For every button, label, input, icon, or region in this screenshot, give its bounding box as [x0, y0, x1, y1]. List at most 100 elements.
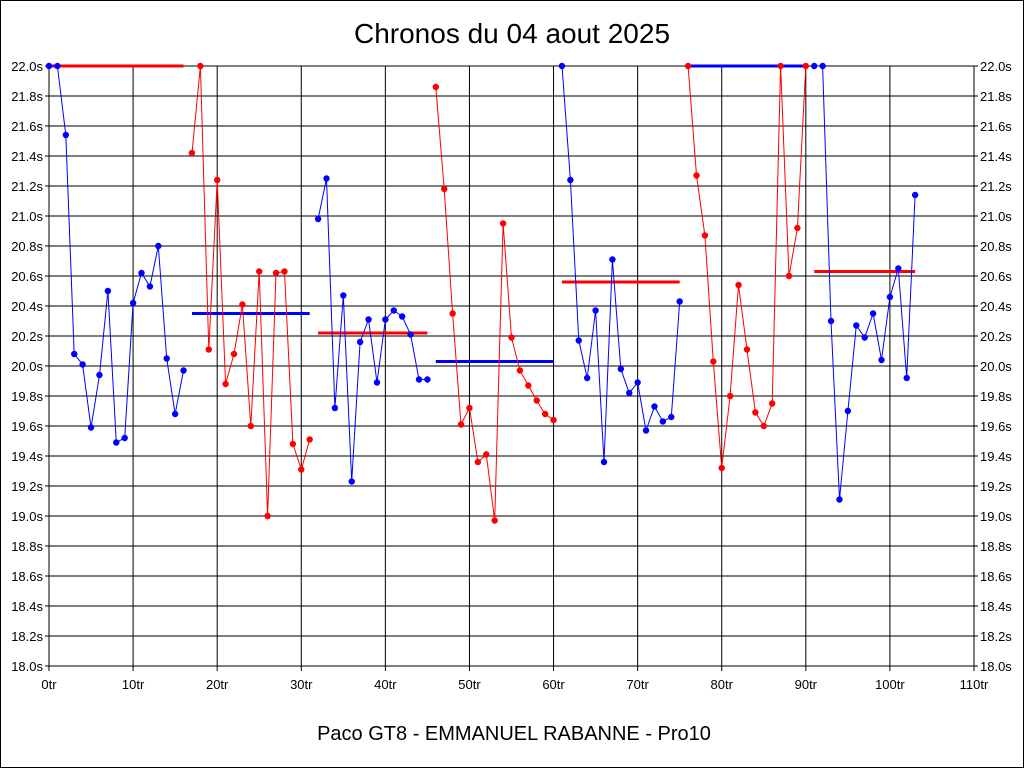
data-point: [390, 307, 397, 314]
y-tick-label-right: 21.0s: [980, 209, 1012, 224]
x-tick-label: 70tr: [626, 677, 649, 692]
data-point: [197, 62, 204, 70]
data-point: [895, 265, 902, 272]
data-point: [146, 283, 154, 290]
data-point: [180, 367, 187, 374]
tick-labels: 18.0s 18.0s 18.2s 18.2s 18.4s 18.4s 18.6s 18.6s…: [11, 59, 1012, 692]
y-tick-label-right: 21.6s: [980, 119, 1012, 134]
data-point: [129, 299, 137, 307]
data-point: [222, 380, 229, 388]
y-tick-label-left: 21.4s: [11, 149, 43, 164]
series-group: [45, 62, 919, 524]
y-tick-label-right: 19.4s: [980, 449, 1012, 464]
data-point: [205, 346, 212, 353]
data-point: [45, 62, 53, 70]
y-tick-label-right: 19.0s: [980, 509, 1012, 524]
data-point: [516, 367, 524, 374]
data-point: [483, 451, 490, 458]
data-point: [373, 379, 381, 386]
data-point: [104, 287, 112, 295]
data-point: [398, 313, 406, 320]
x-tick-label: 60tr: [542, 677, 565, 692]
y-tick-label-left: 20.4s: [11, 299, 43, 314]
data-point: [785, 272, 793, 280]
data-point: [188, 149, 196, 157]
series-line: [814, 65, 916, 500]
data-point: [726, 392, 734, 400]
x-tick-label: 110tr: [960, 677, 989, 692]
series-line: [561, 65, 681, 463]
x-tick-label: 90tr: [795, 677, 818, 692]
data-point: [71, 350, 78, 358]
y-tick-label-left: 21.0s: [11, 209, 43, 224]
y-tick-label-right: 20.2s: [980, 329, 1012, 344]
data-point: [861, 334, 868, 341]
data-point: [424, 376, 431, 383]
data-point: [239, 301, 246, 308]
y-tick-label-right: 20.6s: [980, 269, 1012, 284]
data-point: [348, 478, 355, 485]
series-line: [435, 86, 554, 521]
data-point: [668, 413, 675, 421]
y-tick-label-left: 22.0s: [11, 59, 43, 74]
data-point: [365, 316, 372, 323]
data-point: [499, 220, 507, 227]
data-point: [79, 361, 86, 368]
data-point: [281, 268, 288, 275]
data-point: [592, 307, 599, 314]
data-point: [853, 322, 860, 329]
data-point: [718, 464, 725, 472]
x-tick-label: 50tr: [458, 677, 481, 692]
data-point: [213, 176, 221, 184]
data-point: [844, 407, 852, 415]
data-point: [617, 365, 625, 373]
data-point: [642, 427, 650, 434]
y-tick-label-right: 20.4s: [980, 299, 1012, 314]
y-tick-label-left: 19.2s: [11, 479, 43, 494]
y-tick-label-left: 20.2s: [11, 329, 43, 344]
data-point: [155, 242, 162, 250]
x-tick-label: 20tr: [206, 677, 229, 692]
data-point: [331, 404, 339, 412]
y-tick-label-left: 18.2s: [11, 629, 43, 644]
y-tick-label-right: 19.6s: [980, 419, 1012, 434]
grid: [45, 65, 978, 671]
y-tick-label-left: 19.6s: [11, 419, 43, 434]
data-point: [768, 400, 776, 407]
data-point: [583, 374, 591, 382]
data-point: [819, 62, 826, 70]
data-point: [827, 317, 835, 325]
data-point: [138, 269, 145, 277]
series-line: [49, 65, 184, 444]
data-point: [466, 404, 473, 412]
x-tick-label: 100tr: [875, 677, 905, 692]
x-tick-label: 80tr: [711, 677, 734, 692]
y-tick-label-right: 18.2s: [980, 629, 1012, 644]
y-tick-label-right: 18.8s: [980, 539, 1012, 554]
data-point: [609, 256, 616, 263]
average-lines: [49, 64, 916, 363]
data-point: [676, 298, 683, 305]
y-tick-label-left: 20.8s: [11, 239, 43, 254]
data-point: [626, 389, 633, 397]
data-point: [264, 512, 271, 520]
data-point: [87, 424, 95, 431]
data-point: [811, 62, 818, 70]
y-tick-label-right: 20.0s: [980, 359, 1012, 374]
data-point: [415, 376, 423, 383]
y-tick-label-right: 22.0s: [980, 59, 1012, 74]
data-point: [567, 176, 574, 184]
data-point: [760, 422, 767, 430]
data-point: [508, 334, 515, 341]
data-point: [407, 331, 414, 338]
data-point: [735, 281, 742, 289]
data-point: [710, 358, 717, 365]
y-tick-label-left: 18.6s: [11, 569, 43, 584]
x-tick-label: 0tr: [41, 677, 57, 692]
data-point: [684, 62, 692, 70]
y-tick-label-left: 19.4s: [11, 449, 43, 464]
data-point: [54, 62, 61, 70]
y-tick-label-left: 19.8s: [11, 389, 43, 404]
data-point: [449, 310, 456, 317]
